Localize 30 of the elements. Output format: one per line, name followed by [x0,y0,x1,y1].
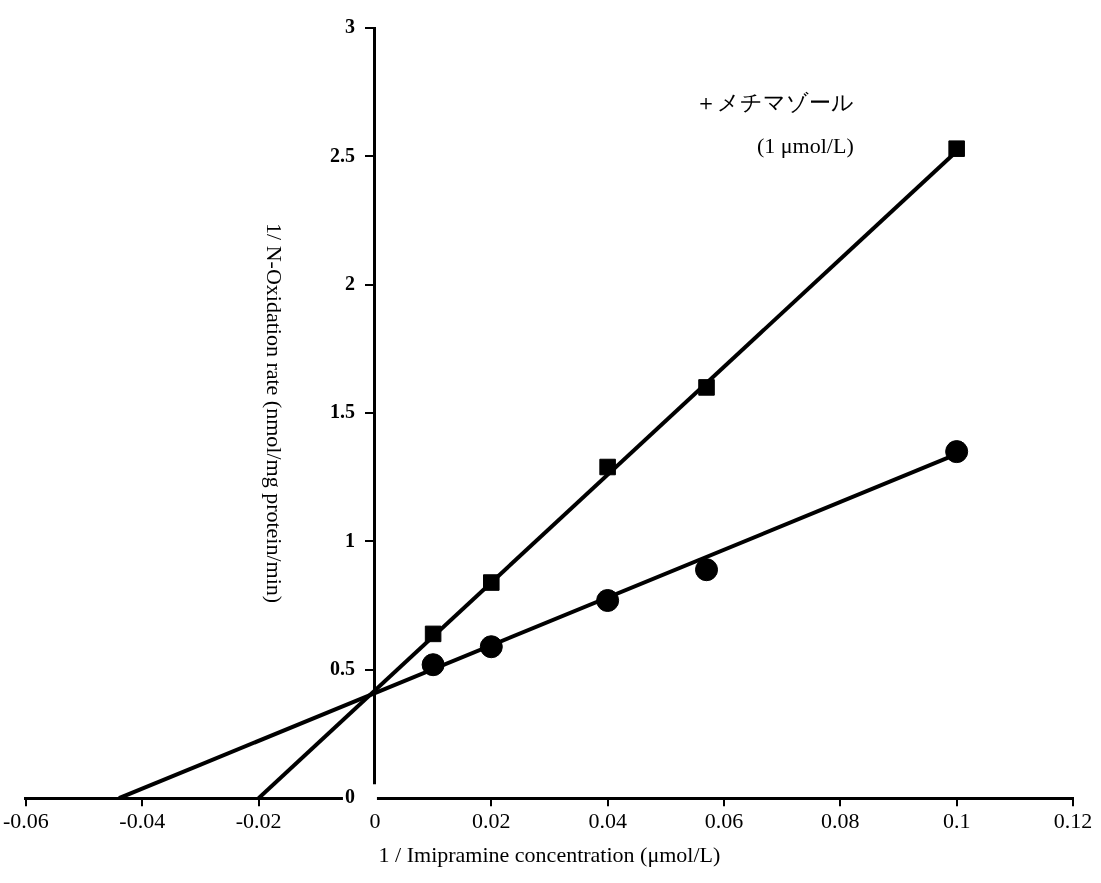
point [421,653,445,677]
x-tick-label: -0.06 [3,808,49,834]
point [596,589,620,613]
y-tick-label: 0 [344,785,375,808]
point [479,635,503,659]
point [948,140,965,157]
y-tick-label: 2 [344,271,375,294]
y-tick-label: 3 [344,15,375,38]
x-tick-label: -0.02 [235,808,282,834]
point [695,558,719,582]
x-tick-label: -0.04 [119,808,166,834]
point [424,625,442,643]
point [483,574,500,591]
x-axis-title: 1 / Imipramine concentration (μmol/L) [378,841,721,867]
y-tick-label: 1.5 [329,400,375,423]
point [698,379,715,396]
y-tick-label: 1 [344,528,375,551]
y-tick-label: 0.5 [329,657,375,680]
x-tick-label: 0.02 [472,808,511,834]
annotation: (1 μmol/L) [757,133,854,159]
x-tick-label: 0.12 [1053,808,1093,834]
point [599,458,616,476]
y-axis-title: 1/ N-Oxidation rate (nmol/mg protein/min) [261,223,287,604]
annotation: ＋メチマゾール [695,89,854,117]
x-tick-label: 0.06 [704,808,744,834]
x-tick-label: 0.08 [821,808,860,834]
point [945,440,969,464]
x-tick-label: 0.04 [588,808,627,834]
x-tick-label: 0.1 [942,808,971,834]
y-tick-label: 2.5 [329,143,375,166]
